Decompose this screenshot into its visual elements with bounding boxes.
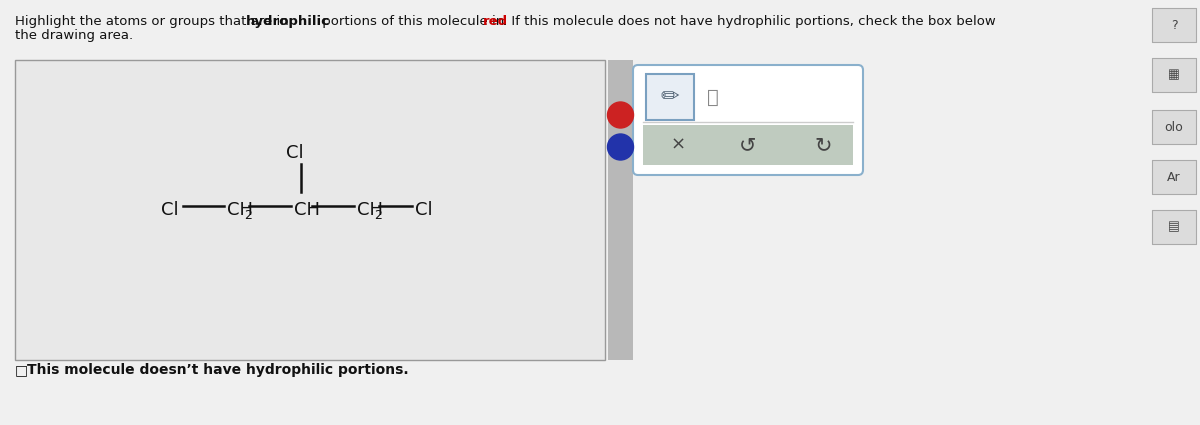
Text: CH: CH (294, 201, 320, 219)
Text: Cl: Cl (286, 144, 304, 162)
Text: portions of this molecule in: portions of this molecule in (318, 15, 509, 28)
Text: CH: CH (358, 201, 383, 219)
Text: □: □ (14, 363, 28, 377)
Circle shape (607, 134, 634, 160)
Text: ✏: ✏ (661, 87, 679, 107)
Text: ▦: ▦ (1168, 68, 1180, 82)
Bar (643, 125, 853, 165)
Text: CH: CH (227, 201, 253, 219)
Text: ×: × (671, 136, 685, 154)
Text: Cl: Cl (161, 201, 179, 219)
Text: red: red (482, 15, 508, 28)
Text: Ar: Ar (1168, 170, 1181, 184)
Bar (1148, 0, 1200, 425)
Text: Cl: Cl (415, 201, 433, 219)
Text: 2: 2 (374, 209, 382, 221)
Bar (1152, 58, 1196, 92)
Text: 🖍: 🖍 (707, 88, 719, 107)
Text: olo: olo (1165, 121, 1183, 133)
Text: ↺: ↺ (739, 135, 757, 155)
Bar (608, 60, 634, 360)
Text: the drawing area.: the drawing area. (14, 29, 133, 42)
Bar (1152, 8, 1196, 42)
Text: ?: ? (1171, 19, 1177, 31)
Bar (1152, 160, 1196, 194)
Text: This molecule doesn’t have hydrophilic portions.: This molecule doesn’t have hydrophilic p… (28, 363, 409, 377)
Bar (1152, 110, 1196, 144)
Text: . If this molecule does not have hydrophilic portions, check the box below: . If this molecule does not have hydroph… (503, 15, 996, 28)
Bar (646, 74, 694, 120)
Text: ▤: ▤ (1168, 221, 1180, 233)
Text: ↻: ↻ (815, 135, 832, 155)
Bar (1152, 210, 1196, 244)
Text: Highlight the atoms or groups that are in: Highlight the atoms or groups that are i… (14, 15, 293, 28)
Bar (14, 60, 605, 360)
Text: hydrophilic: hydrophilic (246, 15, 330, 28)
Circle shape (607, 102, 634, 128)
FancyBboxPatch shape (634, 65, 863, 175)
Text: 2: 2 (244, 209, 252, 221)
